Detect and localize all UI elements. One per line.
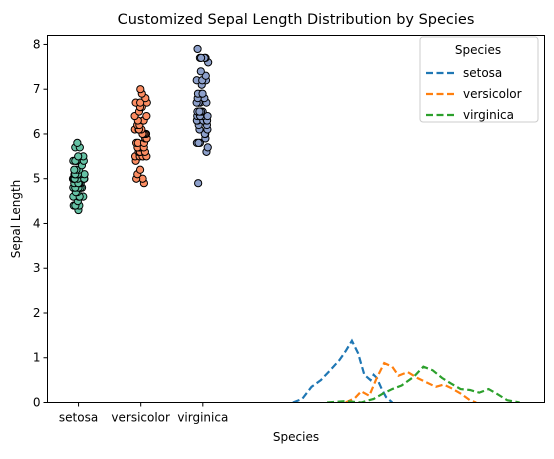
point-virginica xyxy=(201,71,210,80)
point-setosa xyxy=(74,152,83,161)
density-line-versicolor xyxy=(345,361,477,403)
legend-label-setosa: setosa xyxy=(463,66,502,80)
point-virginica xyxy=(198,89,207,98)
x-tick-label: setosa xyxy=(59,411,98,425)
y-tick-label: 7 xyxy=(33,82,41,96)
point-virginica xyxy=(194,138,203,148)
point-versicolor xyxy=(136,85,145,94)
point-virginica xyxy=(196,67,205,76)
legend-frame xyxy=(419,36,539,123)
y-tick-label: 4 xyxy=(33,216,41,230)
chart-title: Customized Sepal Length Distribution by … xyxy=(118,12,475,28)
y-tick-label: 6 xyxy=(33,127,41,141)
legend-label-versicolor: versicolor xyxy=(463,87,522,101)
y-tick-label: 1 xyxy=(33,351,41,365)
legend-title: Species xyxy=(455,43,501,57)
y-tick-label: 0 xyxy=(33,396,41,410)
point-virginica xyxy=(196,53,206,62)
y-tick-label: 2 xyxy=(33,306,41,320)
x-axis: setosa versicolor virginica xyxy=(59,402,228,425)
point-versicolor xyxy=(136,98,145,107)
point-virginica xyxy=(203,143,212,152)
point-setosa xyxy=(73,138,82,148)
legend-label-virginica: virginica xyxy=(463,108,514,122)
point-virginica xyxy=(194,179,203,188)
density-line-virginica xyxy=(326,365,520,403)
plot-frame xyxy=(47,35,545,403)
point-versicolor xyxy=(135,165,145,174)
density-line-setosa xyxy=(292,338,394,403)
x-tick-label: versicolor xyxy=(111,411,170,425)
y-tick-label: 5 xyxy=(33,172,41,186)
y-axis-label: Sepal Length xyxy=(9,180,23,259)
x-axis-label: Species xyxy=(273,430,319,444)
legend: Species setosa versicolor virginica xyxy=(419,36,539,123)
y-tick-label: 3 xyxy=(33,261,41,275)
strip-versicolor xyxy=(130,85,151,188)
point-virginica xyxy=(195,107,204,116)
density-lines xyxy=(292,338,520,403)
plot-area xyxy=(68,44,520,403)
strip-virginica xyxy=(192,44,213,188)
point-setosa xyxy=(70,165,79,174)
y-axis: 0 1 2 3 4 5 6 7 8 xyxy=(33,37,48,410)
strip-setosa xyxy=(68,138,89,215)
point-virginica xyxy=(203,111,212,121)
point-versicolor xyxy=(142,111,151,121)
x-tick-label: virginica xyxy=(177,411,228,425)
point-virginica xyxy=(193,44,202,54)
y-tick-label: 8 xyxy=(33,37,41,51)
